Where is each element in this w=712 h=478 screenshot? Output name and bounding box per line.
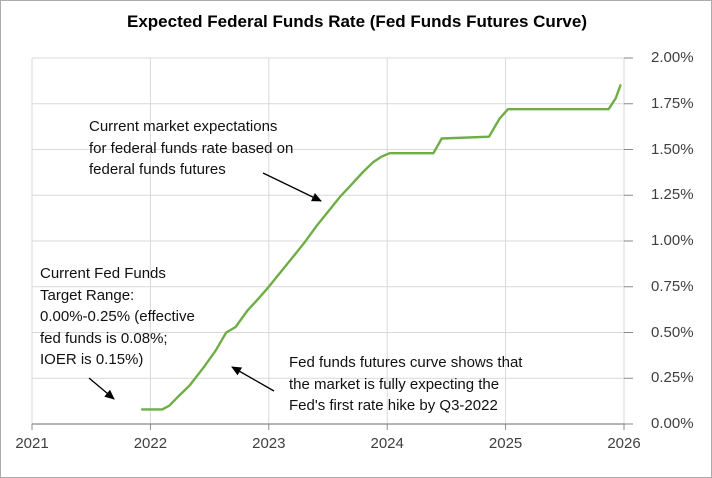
annotation-current-target-range: Current Fed Funds Target Range: 0.00%-0.… bbox=[40, 265, 195, 369]
x-tick-label: 2026 bbox=[607, 435, 641, 452]
series-fed-funds-futures-curve bbox=[140, 84, 622, 411]
annotation-arrow bbox=[88, 377, 115, 400]
gridlines bbox=[31, 57, 625, 425]
annotation-arrow bbox=[262, 172, 322, 202]
futures-curve-line bbox=[140, 84, 622, 411]
y-tick-label: 1.25% bbox=[651, 186, 694, 204]
annotation-arrow bbox=[231, 366, 275, 392]
y-tick-label: 1.75% bbox=[651, 94, 694, 112]
y-tick-label: 1.00% bbox=[651, 232, 694, 249]
y-tick-label: 1.50% bbox=[651, 140, 694, 158]
x-tick-label: 2023 bbox=[252, 435, 286, 452]
y-tick-label: 0.75% bbox=[651, 277, 694, 295]
annotation-first-rate-hike: Fed funds futures curve shows that the m… bbox=[289, 354, 523, 415]
chart-title: Expected Federal Funds Rate (Fed Funds F… bbox=[126, 12, 588, 31]
y-tick-label: 2.00% bbox=[651, 49, 694, 66]
x-tick-label: 2021 bbox=[15, 435, 49, 452]
x-tick-label: 2025 bbox=[488, 435, 523, 452]
axis-lines-and-ticks bbox=[31, 57, 633, 430]
y-tick-label: 0.25% bbox=[651, 369, 694, 387]
x-tick-label: 2022 bbox=[133, 435, 168, 452]
y-tick-label: 0.50% bbox=[651, 323, 694, 341]
x-tick-label: 2024 bbox=[370, 435, 404, 452]
annotation-market-expectations: Current market expectations for federal … bbox=[89, 118, 294, 179]
annotation-arrows bbox=[88, 172, 322, 400]
y-tick-label: 0.00% bbox=[651, 415, 694, 432]
